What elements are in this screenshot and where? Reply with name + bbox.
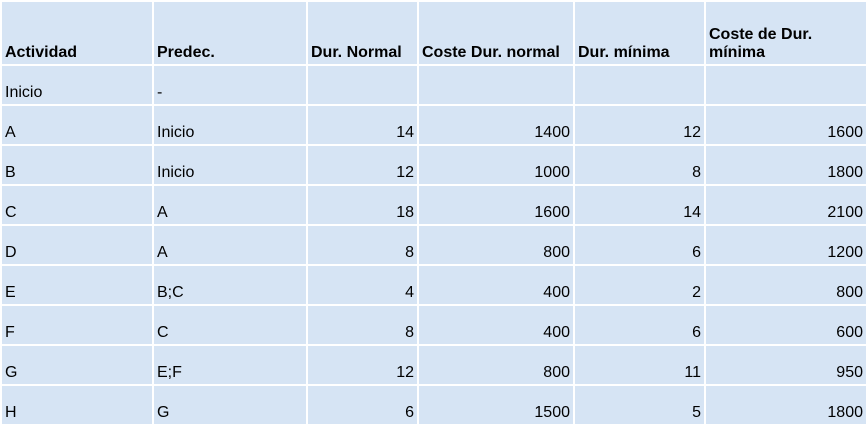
- cell-coste-normal: 800: [419, 226, 573, 264]
- cell-coste-minima: [706, 66, 866, 104]
- cell-coste-normal: 400: [419, 266, 573, 304]
- cell-dur-normal: 8: [308, 226, 417, 264]
- cell-dur-minima: 11: [575, 346, 704, 384]
- table-row: B Inicio 12 1000 8 1800: [2, 146, 866, 184]
- cell-coste-normal: 1600: [419, 186, 573, 224]
- cell-dur-normal: 6: [308, 386, 417, 424]
- cell-actividad: H: [2, 386, 152, 424]
- table-row: H G 6 1500 5 1800: [2, 386, 866, 424]
- cell-actividad: C: [2, 186, 152, 224]
- cell-actividad: F: [2, 306, 152, 344]
- header-dur-minima: Dur. mínima: [575, 2, 704, 64]
- cell-coste-minima: 1600: [706, 106, 866, 144]
- cell-dur-normal: 12: [308, 346, 417, 384]
- table-row: G E;F 12 800 11 950: [2, 346, 866, 384]
- cell-actividad: Inicio: [2, 66, 152, 104]
- table-row: A Inicio 14 1400 12 1600: [2, 106, 866, 144]
- cell-dur-minima: 12: [575, 106, 704, 144]
- cell-dur-normal: [308, 66, 417, 104]
- header-coste-dur-minima: Coste de Dur. mínima: [706, 2, 866, 64]
- table-row: E B;C 4 400 2 800: [2, 266, 866, 304]
- table-row: Inicio -: [2, 66, 866, 104]
- cell-actividad: B: [2, 146, 152, 184]
- cell-dur-minima: 6: [575, 226, 704, 264]
- cell-dur-minima: [575, 66, 704, 104]
- cell-coste-minima: 1800: [706, 386, 866, 424]
- cell-coste-normal: 1500: [419, 386, 573, 424]
- cell-dur-minima: 14: [575, 186, 704, 224]
- table-row: F C 8 400 6 600: [2, 306, 866, 344]
- cell-dur-minima: 2: [575, 266, 704, 304]
- cell-predec: E;F: [154, 346, 306, 384]
- cell-coste-normal: [419, 66, 573, 104]
- cell-coste-normal: 1000: [419, 146, 573, 184]
- cell-dur-normal: 8: [308, 306, 417, 344]
- cell-dur-minima: 8: [575, 146, 704, 184]
- cell-predec: C: [154, 306, 306, 344]
- cell-actividad: A: [2, 106, 152, 144]
- cell-dur-normal: 18: [308, 186, 417, 224]
- cell-predec: B;C: [154, 266, 306, 304]
- cell-coste-minima: 950: [706, 346, 866, 384]
- cell-coste-normal: 400: [419, 306, 573, 344]
- cell-dur-normal: 4: [308, 266, 417, 304]
- cell-predec: A: [154, 226, 306, 264]
- header-predecesoras: Predec.: [154, 2, 306, 64]
- cell-coste-minima: 2100: [706, 186, 866, 224]
- cell-actividad: D: [2, 226, 152, 264]
- table-row: D A 8 800 6 1200: [2, 226, 866, 264]
- cell-dur-minima: 6: [575, 306, 704, 344]
- header-row: Actividad Predec. Dur. Normal Coste Dur.…: [2, 2, 866, 64]
- cell-actividad: E: [2, 266, 152, 304]
- cell-coste-normal: 800: [419, 346, 573, 384]
- cell-coste-minima: 800: [706, 266, 866, 304]
- cell-coste-minima: 1800: [706, 146, 866, 184]
- activity-table: Actividad Predec. Dur. Normal Coste Dur.…: [2, 2, 866, 424]
- cell-dur-minima: 5: [575, 386, 704, 424]
- header-dur-normal: Dur. Normal: [308, 2, 417, 64]
- cell-predec: Inicio: [154, 146, 306, 184]
- cell-dur-normal: 12: [308, 146, 417, 184]
- cell-coste-minima: 1200: [706, 226, 866, 264]
- cell-predec: -: [154, 66, 306, 104]
- cell-dur-normal: 14: [308, 106, 417, 144]
- cell-predec: G: [154, 386, 306, 424]
- cell-coste-minima: 600: [706, 306, 866, 344]
- cell-coste-normal: 1400: [419, 106, 573, 144]
- header-actividad: Actividad: [2, 2, 152, 64]
- header-coste-dur-normal: Coste Dur. normal: [419, 2, 573, 64]
- cell-predec: Inicio: [154, 106, 306, 144]
- table-row: C A 18 1600 14 2100: [2, 186, 866, 224]
- cell-actividad: G: [2, 346, 152, 384]
- cell-predec: A: [154, 186, 306, 224]
